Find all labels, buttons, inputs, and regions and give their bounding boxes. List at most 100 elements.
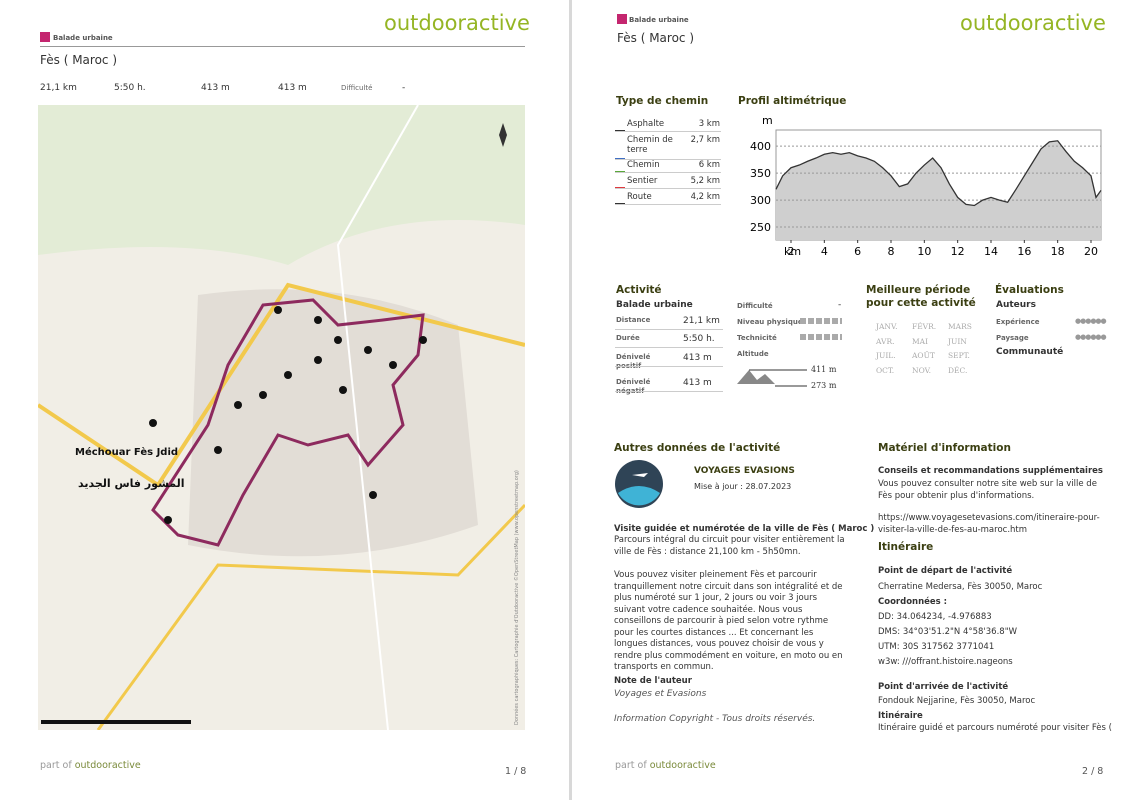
activity-value: 413 m <box>683 353 712 363</box>
y-tick-label: 350 <box>750 167 771 180</box>
updated: Mise à jour : 28.07.2023 <box>694 482 792 491</box>
label: Niveau physique <box>737 318 803 326</box>
profile-line <box>775 140 1102 207</box>
label: Paysage <box>996 334 1029 342</box>
type-name: Route <box>627 192 652 202</box>
month: NOV. <box>912 365 932 375</box>
month: AVR. <box>876 336 895 346</box>
label: Auteurs <box>996 300 1036 310</box>
profile-area <box>776 140 1101 240</box>
map-road <box>38 282 525 488</box>
altitude-icon <box>737 369 807 387</box>
stat: - <box>402 83 406 93</box>
rating-dots: ●●●●●● <box>1075 317 1107 325</box>
stat: 21,1 km <box>40 83 77 93</box>
month: MAI <box>912 336 929 346</box>
heading: Autres données de l'activité <box>614 442 781 454</box>
y-tick-label: 400 <box>750 140 771 153</box>
label: Technicité <box>737 334 777 342</box>
label: Difficulté <box>737 302 773 310</box>
type-name: Sentier <box>627 176 658 186</box>
text: Fondouk Nejjarine, Fès 30050, Maroc <box>878 696 1036 706</box>
text: w3w: ///offrant.histoire.nageons <box>878 657 1013 667</box>
month: JANV. <box>876 322 898 331</box>
level-bar <box>800 334 842 340</box>
heading: Matériel d'information <box>878 442 1011 454</box>
row-rule <box>615 159 721 160</box>
row-rule <box>615 131 721 132</box>
heading: Meilleure période pour cette activité <box>866 284 976 309</box>
x-tick-label: 6 <box>854 245 861 258</box>
type-name: Asphalte <box>627 119 665 129</box>
paragraph: Parcours intégral du circuit pour visite… <box>614 535 845 557</box>
x-tick-label: 20 <box>1084 245 1098 258</box>
page-number: 2 / 8 <box>1082 766 1104 777</box>
map-green <box>38 105 525 265</box>
map-road <box>336 105 419 730</box>
heading: Activité <box>616 284 662 296</box>
footer: part of outdooractive <box>40 760 141 771</box>
footer-brand: outdooractive <box>74 760 141 771</box>
x-tick-label: 4 <box>821 245 828 258</box>
y-tick-label: 300 <box>750 194 771 207</box>
note: Voyages et Evasions <box>614 689 707 699</box>
x-unit: km <box>784 245 801 258</box>
map-label: Méchouar Fès Jdid <box>75 446 178 458</box>
label: Expérience <box>996 318 1040 326</box>
activity-name: Dénivelé positif <box>616 353 651 370</box>
category: Balade urbaine <box>53 34 113 42</box>
category: Balade urbaine <box>629 16 689 24</box>
x-tick-label: 16 <box>1017 245 1031 258</box>
label: Communauté <box>996 347 1064 357</box>
brand: outdooractive <box>384 11 530 35</box>
month: OCT. <box>876 365 895 375</box>
value: - <box>838 300 842 310</box>
alt-min: 273 m <box>811 381 837 390</box>
copyright: Information Copyright - Tous droits rése… <box>614 714 816 724</box>
alt-max: 411 m <box>811 365 837 374</box>
type-name: Chemin de terre <box>627 135 673 155</box>
heading: Itinéraire <box>878 541 934 553</box>
stat: 413 m <box>278 83 307 93</box>
category-icon <box>40 32 50 42</box>
footer: part of outdooractive <box>615 760 716 771</box>
heading: Type de chemin <box>616 95 709 107</box>
activity-name: Distance <box>616 316 651 324</box>
footer-prefix: part of <box>615 760 647 771</box>
label: Itinéraire <box>878 711 923 721</box>
page-divider <box>569 0 572 800</box>
y-unit: m <box>762 114 773 127</box>
stat: 413 m <box>201 83 230 93</box>
x-tick-label: 12 <box>951 245 965 258</box>
map-markers <box>149 306 427 524</box>
type-value: 4,2 km <box>690 192 720 202</box>
month: MARS <box>948 322 972 331</box>
type-value: 5,2 km <box>690 176 720 186</box>
map-label: المشور فاس الجديد <box>78 477 185 490</box>
map-credit: Données cartographiques: Cartographie d'… <box>513 470 520 725</box>
row-rule <box>615 172 721 173</box>
label: Point de départ de l'activité <box>878 566 1013 576</box>
north-arrow <box>499 123 507 147</box>
x-tick-label: 2 <box>788 245 795 258</box>
activity-name: Durée <box>616 334 640 342</box>
map-road <box>96 503 525 730</box>
x-tick-label: 18 <box>1051 245 1065 258</box>
paragraph: Vous pouvez visiter pleinement Fès et pa… <box>614 570 843 672</box>
rule <box>40 46 525 47</box>
footer-brand: outdooractive <box>649 760 716 771</box>
row-rule <box>615 347 723 348</box>
page-number: 1 / 8 <box>505 766 527 777</box>
map-route <box>151 298 425 547</box>
activity-kind: Balade urbaine <box>616 300 693 310</box>
rating-dots: ●●●●●● <box>1075 333 1107 341</box>
text: Cherratine Medersa, Fès 30050, Maroc <box>878 582 1043 592</box>
heading: Profil altimétrique <box>738 95 847 107</box>
label: Coordonnées : <box>878 597 948 607</box>
x-tick-label: 8 <box>888 245 895 258</box>
paragraph: Vous pouvez consulter notre site web sur… <box>878 479 1097 501</box>
type-value: 2,7 km <box>690 135 720 145</box>
month: DÉC. <box>948 365 968 375</box>
stat-label: Difficulté <box>341 84 373 92</box>
